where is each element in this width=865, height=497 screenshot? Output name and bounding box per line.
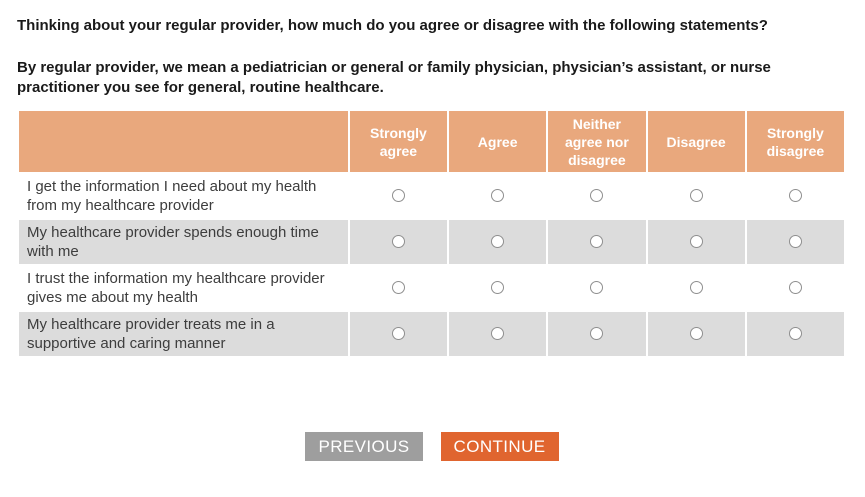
statement-label: I trust the information my healthcare pr…: [27, 270, 325, 306]
column-header-agree: Agree: [449, 111, 547, 172]
statement-label: My healthcare provider spends enough tim…: [19, 220, 348, 264]
radio-button[interactable]: [491, 281, 505, 295]
continue-button[interactable]: CONTINUE: [440, 432, 559, 461]
navigation-buttons: PREVIOUS CONTINUE: [17, 432, 847, 461]
table-row: I trust the information my healthcare pr…: [19, 266, 844, 310]
radio-button[interactable]: [788, 235, 802, 249]
statement-label: My healthcare provider treats me in a su…: [19, 312, 348, 356]
table-row: I get the information I need about my he…: [19, 174, 844, 218]
column-header-strongly-disagree: Strongly disagree: [746, 111, 844, 172]
radio-button[interactable]: [391, 327, 405, 341]
radio-button[interactable]: [689, 327, 703, 341]
column-header-neither: Neither agree nor disagree: [548, 111, 646, 172]
survey-page: Thinking about your regular provider, ho…: [17, 17, 847, 461]
question-description: By regular provider, we mean a pediatric…: [17, 59, 771, 96]
question-text: Thinking about your regular provider, ho…: [17, 17, 768, 34]
radio-button[interactable]: [491, 189, 505, 203]
column-header-disagree: Disagree: [647, 111, 745, 172]
radio-button[interactable]: [788, 281, 802, 295]
previous-button[interactable]: PREVIOUS: [305, 432, 423, 461]
statement-column-header: [19, 111, 348, 172]
radio-button[interactable]: [491, 235, 505, 249]
radio-button[interactable]: [391, 281, 405, 295]
radio-button[interactable]: [590, 327, 604, 341]
radio-button[interactable]: [689, 189, 703, 203]
radio-button[interactable]: [788, 327, 802, 341]
matrix-table: Strongly agree Agree Neither agree nor d…: [17, 109, 846, 358]
radio-button[interactable]: [689, 235, 703, 249]
radio-button[interactable]: [491, 327, 505, 341]
table-row: My healthcare provider treats me in a su…: [19, 312, 844, 356]
radio-button[interactable]: [590, 235, 604, 249]
radio-button[interactable]: [590, 189, 604, 203]
statement-label: I get the information I need about my he…: [27, 178, 317, 214]
radio-button[interactable]: [590, 281, 604, 295]
table-row: My healthcare provider spends enough tim…: [19, 220, 844, 264]
matrix-header-row: Strongly agree Agree Neither agree nor d…: [19, 111, 844, 172]
column-header-strongly-agree: Strongly agree: [349, 111, 448, 172]
radio-button[interactable]: [689, 281, 703, 295]
radio-button[interactable]: [391, 189, 405, 203]
radio-button[interactable]: [788, 189, 802, 203]
radio-button[interactable]: [391, 235, 405, 249]
